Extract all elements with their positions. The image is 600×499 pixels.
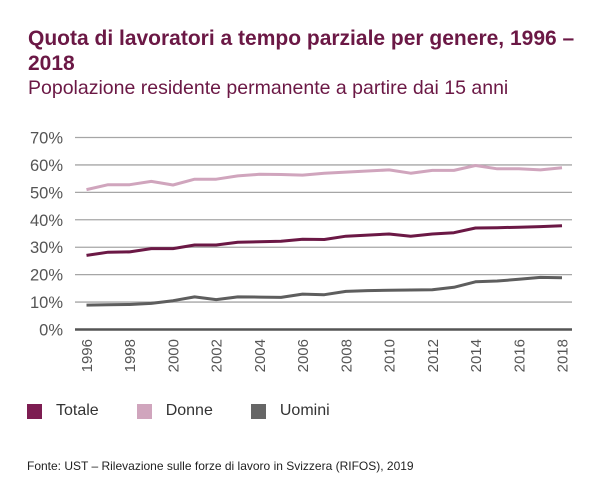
x-tick-label: 2010	[382, 339, 399, 372]
source-note: Fonte: UST – Rilevazione sulle forze di …	[27, 459, 414, 473]
legend-label-uomini: Uomini	[279, 402, 330, 419]
x-tick-label: 2012	[425, 339, 442, 372]
y-tick-label: 60%	[30, 157, 63, 175]
chart-title: Quota di lavoratori a tempo parziale per…	[28, 27, 575, 75]
legend-item-uomini: Uomini	[250, 402, 330, 420]
legend-swatch-uomini	[250, 403, 266, 419]
x-tick-label: 1998	[122, 339, 139, 372]
y-axis-ticks: 0% 10% 20% 30% 40% 50% 60% 70%	[30, 130, 63, 340]
x-tick-label: 2000	[165, 339, 182, 372]
y-tick-label: 10%	[30, 294, 63, 312]
x-tick-label: 2018	[555, 339, 572, 372]
series-lines	[86, 164, 563, 307]
legend-label-donne: Donne	[165, 402, 213, 419]
y-tick-label: 0%	[39, 322, 63, 340]
legend-item-totale: Totale	[27, 402, 99, 420]
legend-item-donne: Donne	[136, 402, 213, 420]
x-tick-label: 2014	[468, 339, 485, 372]
x-tick-label: 2016	[511, 339, 528, 372]
series-line-donne	[86, 164, 563, 192]
y-tick-label: 70%	[30, 130, 63, 148]
x-tick-label: 2002	[209, 339, 226, 372]
series-line-uomini	[86, 275, 563, 307]
y-tick-label: 40%	[30, 212, 63, 230]
series-line-totale	[86, 224, 563, 257]
x-tick-label: 1996	[79, 339, 96, 372]
x-tick-label: 2004	[252, 339, 269, 372]
x-axis-ticks: 1996 1998 2000 2002 2004 2006 2008 2010 2012 2014…	[79, 339, 572, 372]
y-tick-label: 30%	[30, 239, 63, 257]
legend-swatch-totale	[27, 403, 42, 419]
y-tick-label: 50%	[30, 184, 63, 202]
legend-swatch-donne	[136, 403, 152, 419]
legend: Totale Donne Uomini	[27, 402, 368, 420]
x-tick-label: 2006	[295, 339, 312, 372]
chart-subtitle: Popolazione residente permanente a parti…	[28, 77, 509, 99]
y-tick-label: 20%	[30, 267, 63, 285]
gridlines	[75, 136, 572, 331]
x-tick-label: 2008	[338, 339, 355, 372]
legend-label-totale: Totale	[56, 402, 99, 419]
